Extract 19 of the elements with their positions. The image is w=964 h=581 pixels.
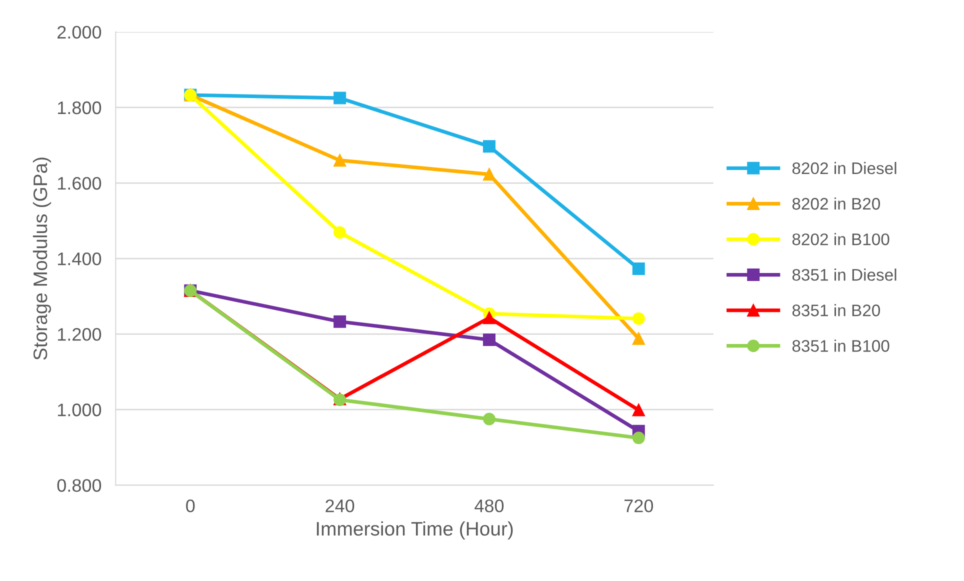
y-tick-label: 1.800 — [58, 101, 102, 114]
x-tick-label: 240 — [326, 500, 354, 512]
legend-label: 8202 in B20 — [792, 197, 880, 210]
y-tick-label: 2.000 — [58, 26, 102, 39]
x-tick-label: 720 — [624, 500, 654, 512]
legend-label: 8202 in B100 — [792, 233, 890, 246]
y-tick-label: 0.800 — [57, 479, 102, 492]
y-tick-label: 1.600 — [58, 176, 102, 190]
legend-label: 8351 in B20 — [792, 304, 880, 316]
y-tick-label: 1.400 — [58, 252, 102, 266]
legend-label: 8202 in Diesel — [792, 162, 896, 174]
x-tick-label: 0 — [186, 500, 195, 512]
x-tick-label: 480 — [474, 500, 504, 512]
y-axis-title: Storage Modulus (GPa) — [32, 158, 52, 360]
x-axis-title: Immersion Time (Hour) — [316, 521, 513, 540]
y-tick-label: 1.200 — [58, 328, 102, 341]
legend-label: 8351 in Diesel — [792, 268, 896, 281]
legend-label: 8351 in B100 — [792, 340, 890, 352]
y-tick-label: 1.000 — [58, 404, 102, 416]
